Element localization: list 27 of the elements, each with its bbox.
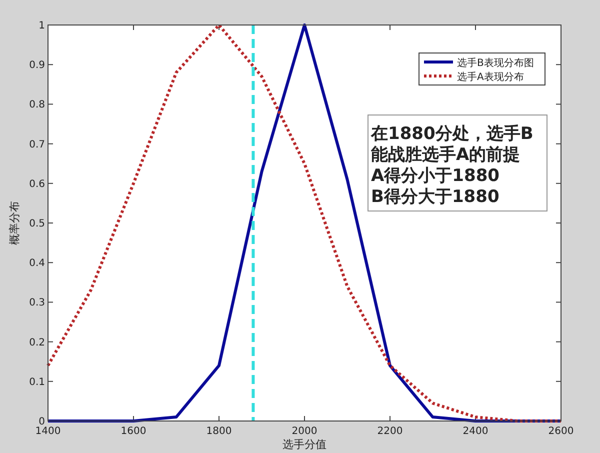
x-tick-label: 2600 [548,426,574,437]
line-series [46,24,562,422]
y-tick-label: 0.6 [29,178,45,190]
y-tick-label: 0.2 [29,337,45,348]
annotation: A得分小于1880 [371,166,500,186]
x-tick-label: 1600 [120,426,146,437]
legend-label: 选手B表现分布图 [457,57,534,69]
annotation: 在1880分处，选手B [370,124,534,144]
y-tick-label: 0.9 [29,60,45,72]
x-tick-label: 1800 [206,426,232,437]
y-tick-label: 0.1 [29,376,45,388]
x-tick-label: 2400 [462,426,488,437]
y-tick-label: 0.3 [29,298,45,309]
x-axis-title: 选手分值 [282,438,326,451]
y-tick-label: 0.5 [29,218,45,230]
x-tick-label: 2200 [377,426,403,437]
annotation: B得分大于1880 [371,187,500,207]
x-tick-label: 2000 [292,426,318,437]
x-tick-label: 1400 [35,426,61,437]
y-tick-label: 0.7 [29,139,45,150]
y-axis-title: 概率分布 [8,201,21,245]
y-tick-label: 0.4 [29,258,45,270]
annotation: 能战胜选手A的前提 [371,145,520,165]
y-tick-label: 1 [38,20,45,32]
y-tick-label: 0.8 [29,100,45,111]
legend-label: 选手A表现分布 [457,71,524,83]
y-tick-label: 0 [38,416,45,428]
